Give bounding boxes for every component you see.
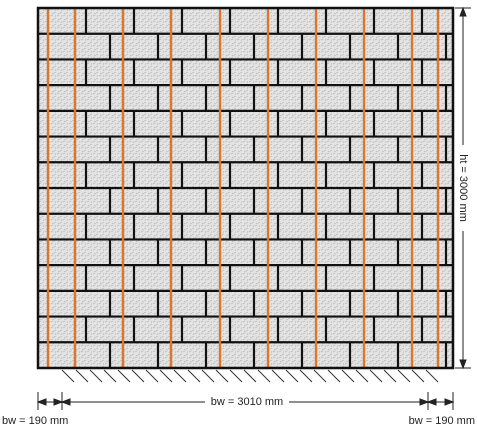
hatch-line xyxy=(383,369,397,383)
hatch-line xyxy=(243,369,257,383)
hatch-line xyxy=(411,369,425,383)
foundation-hatch xyxy=(61,369,439,383)
reinforcing-bars xyxy=(46,8,440,368)
hatch-line xyxy=(271,369,285,383)
hatch-line xyxy=(61,369,75,383)
hatch-line xyxy=(201,369,215,383)
label-bg xyxy=(205,395,289,409)
hatch-line xyxy=(215,369,229,383)
wall-outline xyxy=(36,6,455,370)
hatch-line xyxy=(285,369,299,383)
hatch-line xyxy=(355,369,369,383)
hatch-line xyxy=(327,369,341,383)
hatch-line xyxy=(257,369,271,383)
hatch-line xyxy=(173,369,187,383)
hatch-line xyxy=(89,369,103,383)
hatch-line xyxy=(103,369,117,383)
hatch-line xyxy=(299,369,313,383)
left-end-label: bw = 190 mm xyxy=(2,415,68,427)
hatch-line xyxy=(187,369,201,383)
height-label: ht = 3000 mm xyxy=(457,154,469,222)
hatch-line xyxy=(75,369,89,383)
width-label: bw = 3010 mm xyxy=(211,396,283,408)
label-bg xyxy=(457,145,469,231)
width-dimension xyxy=(36,392,455,410)
hatch-line xyxy=(145,369,159,383)
hatch-line xyxy=(369,369,383,383)
right-end-label: bw = 190 mm xyxy=(409,415,475,427)
hatch-line xyxy=(341,369,355,383)
mortar-joints xyxy=(38,8,453,368)
hatch-line xyxy=(131,369,145,383)
hatch-line xyxy=(229,369,243,383)
hatch-line xyxy=(397,369,411,383)
hatch-line xyxy=(313,369,327,383)
hatch-line xyxy=(425,369,439,383)
hatch-line xyxy=(159,369,173,383)
hatch-line xyxy=(117,369,131,383)
